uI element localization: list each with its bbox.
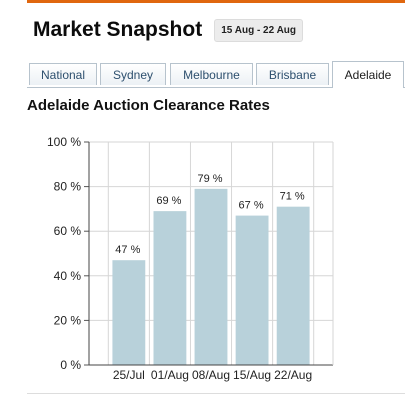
y-tick-label: 100 %: [47, 135, 81, 149]
header: Market Snapshot 15 Aug - 22 Aug: [33, 18, 304, 42]
bar: [112, 260, 146, 365]
y-tick-label: 80 %: [54, 180, 82, 194]
bottom-divider: [27, 393, 405, 394]
x-tick-label: 01/Aug: [151, 368, 189, 382]
tab-melbourne[interactable]: Melbourne: [170, 63, 253, 85]
page-title: Market Snapshot: [33, 18, 203, 41]
y-tick-label: 40 %: [54, 269, 82, 283]
tab-adelaide[interactable]: Adelaide: [332, 61, 404, 88]
bar-value-label: 71 %: [280, 191, 305, 203]
bar: [276, 206, 310, 365]
x-tick-label: 25/Jul: [113, 368, 145, 382]
bar-value-label: 79 %: [197, 173, 222, 185]
bar: [235, 215, 269, 365]
y-tick-label: 20 %: [54, 313, 82, 327]
y-tick-label: 60 %: [54, 224, 82, 238]
tab-sydney[interactable]: Sydney: [100, 63, 166, 85]
x-tick-label: 15/Aug: [233, 368, 271, 382]
x-tick-label: 08/Aug: [192, 368, 230, 382]
date-range-badge: 15 Aug - 22 Aug: [214, 18, 304, 42]
y-tick-label: 0 %: [60, 358, 81, 372]
bar-value-label: 67 %: [239, 200, 264, 212]
accent-rule: [27, 0, 405, 3]
tab-brisbane[interactable]: Brisbane: [256, 63, 329, 85]
bar-value-label: 69 %: [156, 195, 181, 207]
bar-value-label: 47 %: [115, 244, 140, 256]
chart-title: Adelaide Auction Clearance Rates: [27, 97, 270, 114]
bar: [153, 211, 187, 365]
city-tabs: National Sydney Melbourne Brisbane Adela…: [27, 61, 405, 88]
bar: [194, 188, 228, 365]
x-tick-label: 22/Aug: [274, 368, 312, 382]
tab-national[interactable]: National: [29, 63, 97, 85]
